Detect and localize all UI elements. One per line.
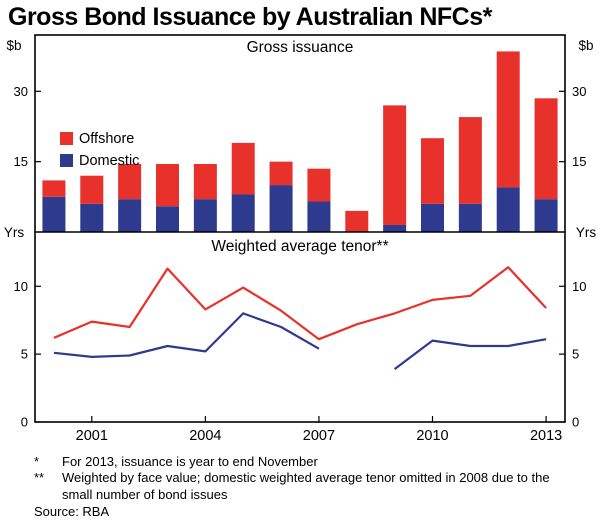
legend-swatch-domestic [60, 154, 73, 167]
source-note: Source: RBA [34, 504, 110, 520]
bar-offshore-2004 [193, 163, 217, 200]
bar-domestic-2013 [534, 199, 558, 232]
footnotes: * For 2013, issuance is year to end Nove… [0, 452, 600, 521]
legend-swatch-offshore [60, 132, 73, 145]
footnote-1: * For 2013, issuance is year to end Nove… [34, 454, 590, 470]
unit-label-mid-right: Yrs [576, 225, 597, 240]
chart-title: Gross Bond Issuance by Australian NFCs* [8, 3, 492, 31]
ytick-label-right-top: 15 [572, 154, 586, 169]
unit-label-mid-left: Yrs [4, 225, 25, 240]
bar-offshore-2001 [80, 175, 104, 204]
plot-frame [34, 34, 566, 423]
ytick-label-left-top: 15 [14, 154, 28, 169]
bar-domestic-2000 [42, 196, 66, 232]
bar-domestic-2004 [193, 199, 217, 232]
tenor-line-domestic [393, 338, 547, 370]
xtick-label-2010: 2010 [416, 428, 448, 444]
bar-offshore-2007 [307, 168, 331, 202]
footnote-2-text: Weighted by face value; domestic weighte… [62, 470, 550, 502]
bar-domestic-2006 [269, 185, 293, 232]
bar-domestic-2010 [421, 203, 444, 232]
ytick-label-left-bottom: 0 [21, 415, 28, 430]
legend: Offshore Domestic [60, 131, 139, 169]
bar-offshore-2012 [496, 51, 520, 188]
xtick-label-2013: 2013 [530, 428, 562, 444]
bar-domestic-2007 [307, 201, 331, 232]
bar-offshore-2003 [156, 163, 179, 207]
bar-offshore-2013 [534, 98, 558, 200]
bar-offshore-2009 [383, 105, 407, 225]
ytick-label-right-top: 30 [572, 84, 586, 99]
ytick-label-right-bottom: 10 [572, 279, 586, 294]
bar-domestic-2012 [496, 187, 520, 232]
chart-canvas: 15 15 30 30 0 0 5 5 10 10 2001 2004 2007 2010 2013 Gro… [4, 34, 597, 444]
bottom-panel-labels: Weighted average tenor** Yrs Yrs [4, 225, 597, 255]
legend-label-offshore: Offshore [79, 131, 134, 147]
footnote-2-marker: ** [34, 470, 45, 486]
tenor-line-domestic [53, 312, 320, 358]
tenor-lines [53, 266, 547, 370]
xtick-label-2001: 2001 [76, 428, 108, 444]
bar-offshore-2002 [118, 163, 142, 200]
bar-domestic-2005 [231, 194, 255, 232]
xtick-label-2007: 2007 [303, 428, 335, 444]
bar-offshore-2005 [231, 142, 255, 195]
ytick-label-right-bottom: 5 [572, 347, 579, 362]
legend-label-domestic: Domestic [79, 153, 139, 169]
bar-offshore-2006 [269, 161, 293, 186]
bar-offshore-2011 [458, 117, 482, 204]
bar-domestic-2003 [156, 206, 179, 232]
bar-offshore-2010 [421, 138, 444, 204]
ytick-label-left-bottom: 10 [14, 279, 28, 294]
ytick-label-left-top: 30 [14, 84, 28, 99]
bar-domestic-2002 [118, 199, 142, 232]
top-panel-title: Gross issuance [247, 39, 354, 56]
footnote-1-text: For 2013, issuance is year to end Novemb… [62, 454, 318, 469]
footnote-2: ** Weighted by face value; domestic weig… [34, 470, 590, 503]
footnote-1-marker: * [34, 454, 40, 469]
tenor-line-offshore [53, 266, 547, 341]
bar-domestic-2009 [383, 224, 407, 232]
bar-offshore-2008 [345, 210, 369, 232]
bar-domestic-2011 [458, 203, 482, 232]
bottom-panel-title: Weighted average tenor** [211, 238, 388, 255]
xtick-label-2004: 2004 [189, 428, 221, 444]
ytick-label-left-bottom: 5 [21, 347, 28, 362]
axes: 15 15 30 30 0 0 5 5 10 10 2001 2004 2007 2010 2013 [14, 34, 586, 444]
unit-label-top-right: $b [578, 38, 593, 53]
bar-offshore-2000 [42, 180, 66, 197]
ytick-label-right-bottom: 0 [572, 415, 579, 430]
issuance-bars [42, 51, 558, 232]
top-panel-labels: Gross issuance $b $b [6, 38, 593, 56]
unit-label-top-left: $b [6, 38, 21, 53]
bar-domestic-2001 [80, 203, 104, 232]
